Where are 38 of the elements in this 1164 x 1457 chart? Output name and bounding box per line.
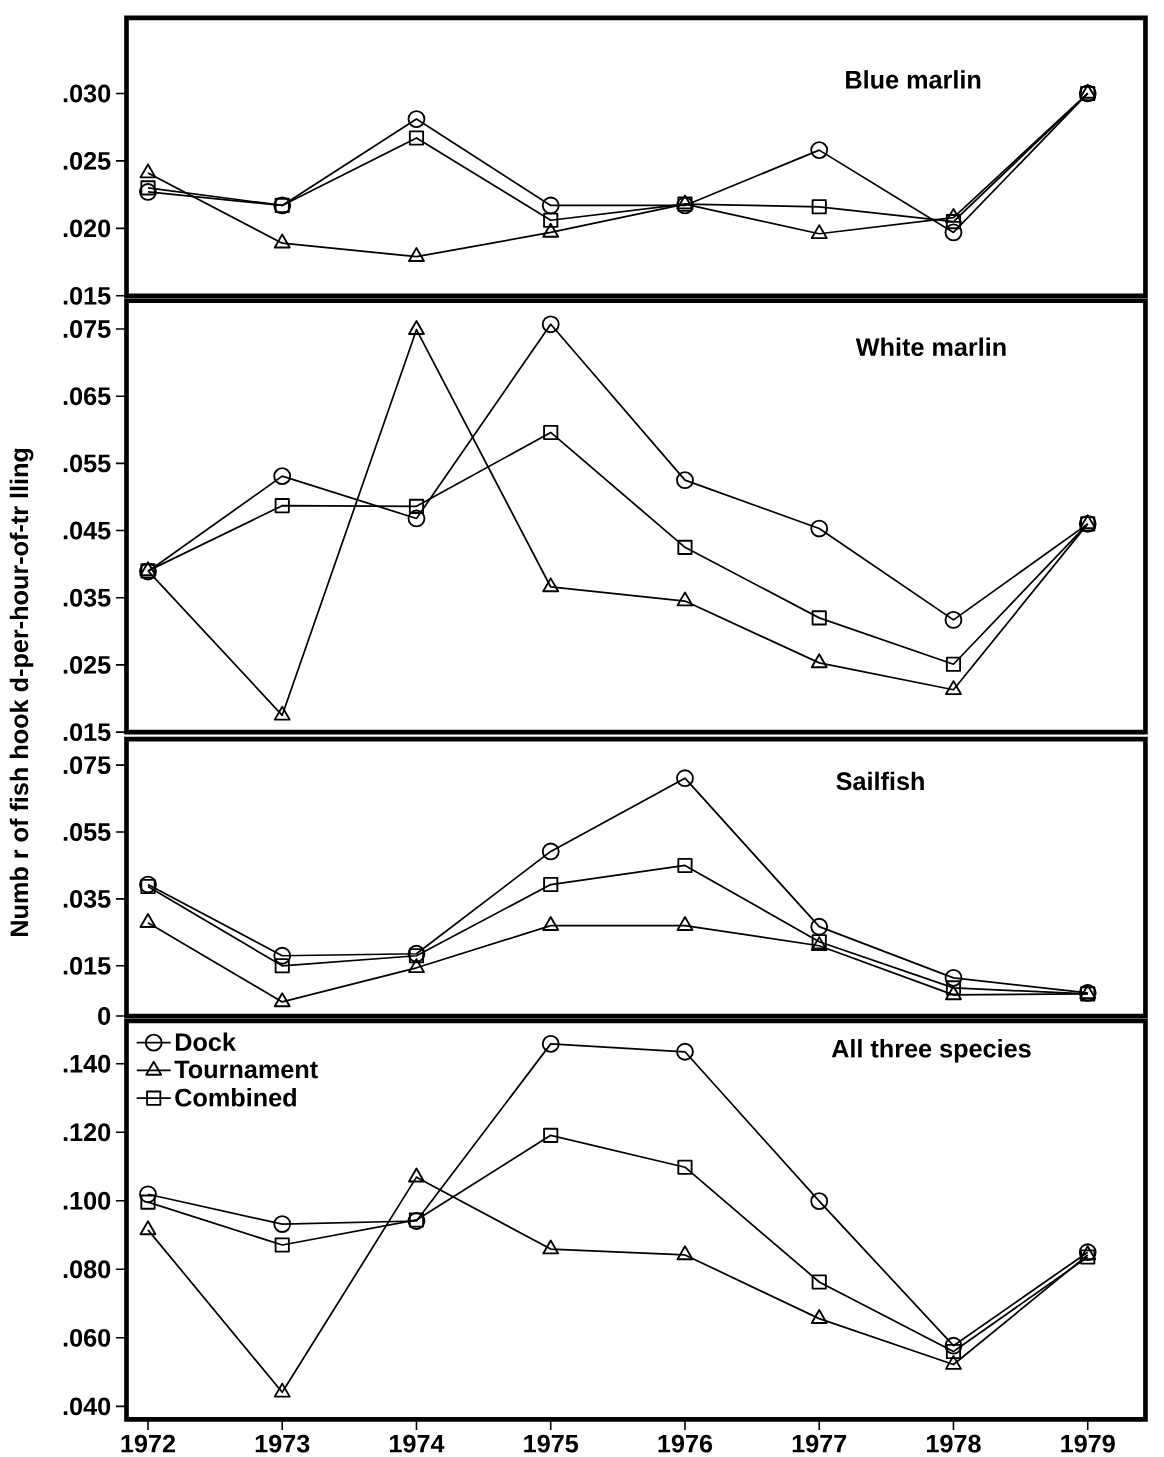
x-tick-label: 1978 bbox=[926, 1434, 981, 1453]
y-tick-label: .055 bbox=[63, 454, 111, 473]
y-tick-label: .040 bbox=[63, 1397, 110, 1416]
x-tick-label: 1975 bbox=[524, 1434, 578, 1453]
y-tick-label: .020 bbox=[63, 219, 110, 238]
y-tick-label: .015 bbox=[63, 956, 111, 975]
y-tick-label: .035 bbox=[63, 588, 111, 607]
x-tick-label: 1977 bbox=[792, 1434, 846, 1453]
y-tick-label: .015 bbox=[63, 723, 111, 742]
y-tick-label: .075 bbox=[63, 320, 111, 338]
y-tick-label: .120 bbox=[63, 1123, 110, 1142]
y-tick-label: .080 bbox=[63, 1260, 110, 1279]
y-tick-label: .025 bbox=[63, 655, 111, 674]
x-tick-label: 1972 bbox=[121, 1434, 175, 1453]
y-tick-label: .030 bbox=[63, 84, 110, 103]
y-tick-label: .075 bbox=[63, 756, 111, 775]
x-tick-label: 1976 bbox=[658, 1434, 712, 1453]
text: White marlin bbox=[855, 337, 1006, 357]
y-tick-label: .035 bbox=[63, 889, 111, 908]
y-tick-label: .060 bbox=[63, 1328, 110, 1347]
y-tick-label: .065 bbox=[63, 387, 111, 406]
text: All three species bbox=[831, 1039, 1031, 1063]
y-tick-label: .015 bbox=[63, 286, 111, 305]
y-tick-label: .025 bbox=[63, 151, 111, 170]
x-tick-label: 1974 bbox=[389, 1434, 445, 1453]
y-tick-label: .100 bbox=[63, 1191, 110, 1210]
y-tick-label: 0 bbox=[97, 1007, 110, 1025]
y-tick-label: .055 bbox=[63, 823, 111, 841]
legend-label: Dock bbox=[175, 1032, 236, 1052]
y-tick-label: .140 bbox=[63, 1054, 110, 1073]
y-axis-title: Numb r of fish hook d-per-hour-of-tr lling bbox=[9, 448, 34, 937]
x-tick-label: 1979 bbox=[1061, 1434, 1115, 1453]
text: Sailfish bbox=[836, 771, 924, 791]
legend-label: Tournament bbox=[174, 1060, 318, 1079]
x-tick-label: 1973 bbox=[255, 1434, 310, 1453]
y-tick-label: .045 bbox=[63, 521, 111, 540]
legend-label: Combined bbox=[175, 1088, 296, 1107]
text: Blue marlin bbox=[845, 70, 981, 89]
